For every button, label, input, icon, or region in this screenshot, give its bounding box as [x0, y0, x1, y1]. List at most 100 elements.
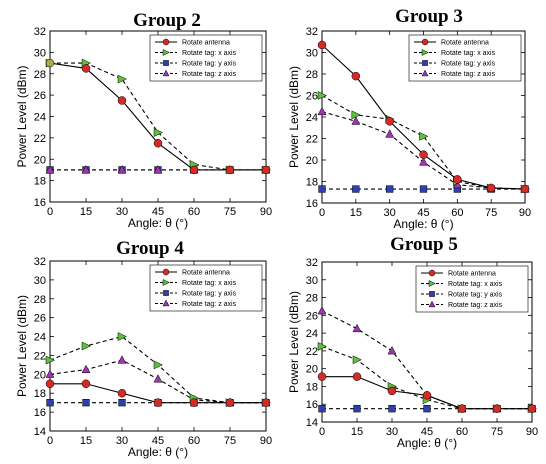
legend-marker	[429, 291, 435, 297]
data-point	[81, 165, 91, 174]
legend-marker	[162, 279, 170, 286]
data-point	[45, 379, 55, 389]
x-tick-label: 75	[224, 435, 236, 447]
data-point	[317, 342, 327, 351]
data-point	[317, 40, 327, 50]
data-point	[385, 117, 394, 126]
x-tick-label: 0	[47, 435, 53, 447]
y-tick-label: 22	[34, 133, 46, 145]
data-point	[153, 128, 163, 137]
data-point	[351, 110, 361, 120]
legend-marker	[428, 280, 436, 287]
x-tick-label: 30	[386, 426, 398, 438]
x-tick-label: 75	[491, 426, 503, 438]
legend-entry: Rotate tag: x axis	[182, 50, 237, 57]
x-tick-label: 15	[80, 435, 92, 447]
data-point	[189, 165, 199, 175]
y-tick-label: 24	[306, 112, 318, 124]
x-tick-label: 30	[116, 435, 128, 447]
x-tick-label: 45	[152, 435, 164, 447]
x-tick-label: 90	[260, 206, 272, 218]
x-tick-label: 15	[350, 207, 362, 219]
data-point	[492, 404, 502, 413]
y-tick-label: 14	[306, 417, 318, 429]
data-point	[353, 405, 361, 413]
data-point	[520, 184, 530, 194]
chart-panel-1: Group 2 0 15 30 45 60 75 90 16 18 20 22 24 26 28 30 32 An…	[15, 10, 272, 230]
y-tick-label: 16	[34, 197, 46, 209]
y-tick-label: 26	[34, 313, 46, 325]
legend-entry: Rotate tag: y axis	[448, 292, 503, 299]
x-tick-label: 90	[519, 207, 531, 219]
y-tick-label: 20	[306, 155, 318, 167]
y-tick-label: 28	[306, 293, 318, 305]
y-tick-label: 24	[34, 112, 46, 124]
y-tick-label: 32	[34, 256, 46, 268]
legend-entry: Rotate tag: z axis	[182, 71, 237, 78]
data-point	[388, 405, 396, 413]
x-tick-label: 45	[421, 426, 433, 438]
data-point	[81, 364, 91, 374]
y-tick-label: 32	[306, 26, 318, 38]
x-tick-label: 75	[224, 206, 236, 218]
legend-marker	[163, 60, 169, 66]
data-point	[386, 185, 394, 193]
legend-entry: Rotate tag: y axis	[441, 61, 496, 68]
chart-title: Group 2	[133, 10, 201, 31]
x-tick-label: 15	[80, 206, 92, 218]
data-point	[419, 150, 428, 159]
legend-marker	[428, 269, 436, 277]
x-axis-label: Angle: θ (°)	[393, 217, 453, 231]
data-point	[82, 399, 90, 407]
y-tick-label: 18	[306, 381, 318, 393]
data-point	[387, 386, 397, 396]
data-point	[45, 165, 55, 174]
y-axis-label: Power Level (dBm)	[287, 291, 301, 393]
x-tick-label: 30	[116, 206, 128, 218]
chart-panel-3: Group 4 0 15 30 45 60 75 90 14 16 18 20 22 24 26 28 30 32…	[15, 238, 272, 459]
y-tick-label: 16	[34, 407, 46, 419]
data-point	[318, 185, 326, 193]
legend-entry: Rotate tag: x axis	[448, 281, 503, 288]
data-point	[153, 165, 163, 174]
x-tick-label: 90	[526, 426, 538, 438]
legend-marker	[163, 290, 169, 296]
legend-marker	[162, 69, 170, 77]
legend-entry: Rotate tag: z axis	[448, 302, 503, 309]
legend-marker	[421, 69, 429, 77]
x-tick-label: 75	[485, 207, 497, 219]
data-point	[153, 360, 163, 370]
legend-entry: Rotate tag: x axis	[182, 280, 237, 287]
x-tick-label: 60	[188, 206, 200, 218]
data-point	[117, 388, 127, 398]
x-tick-label: 45	[417, 207, 429, 219]
y-tick-label: 24	[34, 332, 46, 344]
y-tick-label: 30	[306, 48, 318, 60]
x-tick-label: 45	[152, 206, 164, 218]
legend-entry: Rotate antenna	[448, 271, 496, 278]
x-axis-label: Angle: θ (°)	[128, 445, 188, 459]
data-point	[352, 323, 362, 333]
y-tick-label: 32	[306, 257, 318, 269]
x-tick-label: 0	[47, 206, 53, 218]
data-point	[352, 355, 362, 365]
x-tick-label: 60	[456, 426, 468, 438]
data-point	[153, 398, 163, 407]
legend-entry: Rotate tag: z axis	[441, 71, 496, 78]
y-tick-label: 28	[306, 69, 318, 81]
x-axis-label: Angle: θ (°)	[128, 216, 188, 230]
y-tick-label: 16	[306, 198, 318, 210]
data-point	[118, 399, 126, 407]
x-tick-label: 60	[451, 207, 463, 219]
data-point	[527, 404, 537, 413]
data-point	[117, 332, 127, 341]
data-point	[261, 165, 271, 175]
y-tick-label: 22	[306, 346, 318, 358]
y-tick-label: 26	[34, 90, 46, 102]
data-point	[46, 399, 54, 407]
legend-marker	[421, 49, 429, 56]
legend-entry: Rotate antenna	[182, 40, 230, 47]
legend-entry: Rotate antenna	[182, 270, 230, 277]
data-point	[225, 165, 235, 175]
